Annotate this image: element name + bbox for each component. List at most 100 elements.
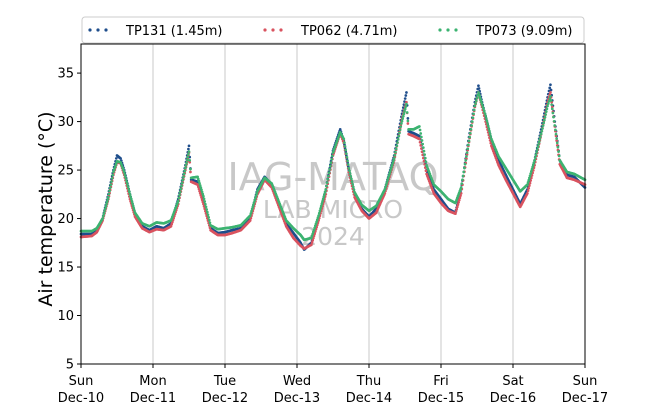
- series-2-point-627: [488, 132, 492, 136]
- x-tick-day-0: Sun: [69, 374, 94, 389]
- series-2-point-38: [103, 207, 107, 211]
- series-2-point-370: [320, 202, 324, 206]
- legend-label-1: TP062 (4.71m): [300, 24, 397, 39]
- series-2-point-481: [393, 153, 397, 157]
- series-0-point-719: [549, 83, 552, 87]
- series-2-point-702: [537, 140, 541, 144]
- series-2-point-152: [178, 193, 181, 197]
- series-2-point-359: [313, 226, 317, 230]
- series-2-point-162: [184, 164, 188, 167]
- series-2-point-47: [109, 183, 113, 186]
- series-0-point-499: [405, 91, 408, 94]
- series-1-point-690: [529, 176, 533, 180]
- legend-marker-0-1: [96, 28, 100, 32]
- series-2-point-704: [539, 135, 542, 138]
- series-2-point-594: [467, 143, 470, 147]
- series-2-point-80: [131, 202, 134, 205]
- series-2-point-474: [388, 170, 392, 174]
- series-2-point-725: [552, 119, 556, 123]
- series-2-point-40: [105, 202, 108, 206]
- series-2-point-480: [392, 157, 396, 160]
- series-2-point-193: [204, 205, 208, 209]
- y-tick-label-5: 30: [57, 115, 74, 130]
- series-2-point-590: [464, 159, 468, 162]
- series-2-point-733: [557, 154, 561, 158]
- series-1-point-579: [457, 201, 460, 204]
- x-tick-date-0: Dec-10: [58, 391, 104, 406]
- series-2-point-687: [528, 176, 531, 180]
- series-2-point-362: [315, 220, 318, 224]
- series-2-point-591: [465, 155, 468, 158]
- series-2-point-716: [546, 102, 550, 105]
- series-2-point-166: [187, 153, 190, 156]
- series-2-point-712: [544, 113, 547, 116]
- series-2-point-596: [468, 135, 472, 139]
- legend-marker-0-2: [104, 28, 108, 32]
- series-2-point-524: [421, 142, 425, 146]
- series-0-point-610: [477, 87, 481, 90]
- series-2-point-496: [403, 110, 406, 113]
- series-2-point-589: [463, 162, 467, 166]
- series-2-point-69: [124, 175, 127, 179]
- series-2-point-379: [326, 178, 330, 181]
- series-2-point-263: [250, 207, 254, 211]
- series-2-point-163: [185, 161, 188, 164]
- y-tick-label-6: 35: [57, 67, 74, 82]
- y-tick-label-1: 10: [57, 309, 74, 324]
- series-2-point-354: [310, 236, 313, 240]
- series-1-point-184: [198, 191, 202, 195]
- series-2-point-492: [400, 119, 404, 123]
- series-1-point-186: [200, 196, 203, 199]
- series-2-point-160: [183, 169, 187, 173]
- series-2-point-46: [108, 186, 112, 190]
- series-2-point-419: [352, 188, 356, 192]
- series-2-point-72: [126, 183, 129, 186]
- series-2-point-70: [124, 178, 128, 181]
- series-2-point-476: [390, 165, 393, 169]
- series-2-point-605: [474, 102, 477, 105]
- series-2-point-479: [392, 159, 395, 162]
- series-1-point-519: [418, 137, 421, 141]
- legend-label-2: TP073 (9.09m): [475, 24, 572, 39]
- series-2-point-686: [527, 178, 531, 182]
- series-2-point-156: [180, 181, 184, 185]
- series-2-point-713: [544, 110, 548, 114]
- x-tick-day-3: Wed: [283, 374, 311, 389]
- series-2-point-194: [205, 208, 209, 211]
- y-tick-label-3: 20: [57, 212, 74, 227]
- series-2-point-410: [346, 163, 350, 166]
- series-2-point-48: [110, 180, 113, 183]
- series-2-point-624: [486, 124, 490, 128]
- series-2-point-416: [350, 180, 354, 183]
- series-2-point-358: [312, 228, 316, 232]
- series-2-point-197: [207, 216, 210, 219]
- series-2-point-357: [312, 230, 315, 234]
- series-2-point-523: [420, 139, 424, 142]
- series-2-point-494: [401, 114, 405, 118]
- series-2-point-486: [396, 138, 400, 141]
- series-1-point-501: [406, 122, 410, 125]
- data-points: [79, 83, 587, 251]
- series-2-point-529: [424, 160, 428, 164]
- series-2-point-525: [421, 146, 425, 149]
- legend-marker-1-1: [271, 28, 275, 32]
- series-2-point-470: [386, 179, 389, 182]
- series-2-point-606: [474, 99, 478, 102]
- series-2-point-41: [105, 200, 109, 204]
- series-2-point-692: [531, 165, 534, 169]
- x-tick-day-5: Fri: [433, 374, 449, 389]
- series-2-point-585: [461, 178, 464, 182]
- series-1-point-577: [455, 205, 459, 209]
- x-tick-day-6: Sat: [502, 374, 523, 389]
- series-2-point-696: [533, 156, 537, 160]
- series-2-point-600: [470, 120, 474, 123]
- series-2-point-195: [205, 210, 209, 214]
- series-2-point-375: [323, 190, 327, 194]
- series-1-point-168: [188, 160, 192, 164]
- series-2-point-483: [394, 147, 398, 151]
- series-2-point-51: [112, 170, 115, 174]
- series-2-point-407: [344, 152, 348, 155]
- series-2-point-164: [185, 158, 189, 162]
- series-1-point-356: [311, 238, 315, 242]
